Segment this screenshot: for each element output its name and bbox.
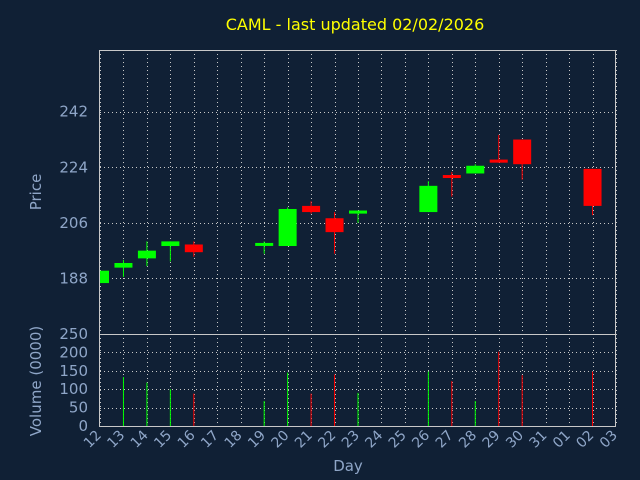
x-tick-label: 25 [386,428,410,452]
price-tick-label: 206 [59,214,88,232]
candle-body [255,242,274,246]
x-tick-label: 29 [480,428,504,452]
x-tick-label: 18 [222,428,246,452]
candle-body [583,168,602,206]
candle-body [161,241,180,247]
volume-tick-label: 0 [78,417,88,435]
x-tick-label: 03 [597,428,621,452]
x-tick-label: 02 [573,428,597,452]
candle-body [325,218,344,233]
candles [99,134,602,284]
x-tick-label: 27 [433,428,457,452]
price-tick-label: 188 [59,269,88,287]
x-tick-label: 13 [104,428,128,452]
x-tick-label: 26 [409,427,433,451]
candle-body [302,205,321,213]
candle-body [278,208,297,247]
x-tick-label: 20 [269,428,293,452]
x-tick-label: 30 [503,428,527,452]
x-tick-label: 17 [198,428,222,452]
x-tick-label: 14 [128,427,152,451]
candle-body [513,139,532,165]
x-axis-label: Day [333,457,363,475]
volume-panel-frame [99,334,616,427]
x-tick-label: 23 [339,428,363,452]
x-tick-label: 24 [362,427,386,451]
candle-body [184,244,203,253]
candle-body [349,210,367,214]
candle-body [466,165,485,174]
candle-body [419,185,438,213]
volume-tick-label: 50 [69,399,88,417]
x-tick-label: 15 [151,428,175,452]
x-tick-label: 28 [456,428,480,452]
x-tick-label: 31 [527,428,551,452]
candle-body [114,263,133,268]
volume-tick-label: 250 [59,325,88,343]
x-tick-label: 22 [315,428,339,452]
x-tick-label: 01 [550,428,574,452]
volume-bars [122,351,594,426]
volume-tick-label: 200 [59,343,88,361]
candle-body [442,175,461,179]
price-tick-label: 242 [59,103,88,121]
chart-title: CAML - last updated 02/02/2026 [226,15,485,34]
x-tick-labels: 12 13 14 15 16 17 18 19 20 21 22 23 24 25 26 27 28 29 30 31… [81,427,621,451]
price-axis-label: Price [27,174,45,211]
candle-body [137,250,156,259]
price-tick-label: 224 [59,158,88,176]
price-panel-frame [99,50,616,335]
price-tick-labels: 188 206 224 242 [59,103,88,288]
x-tick-label: 21 [292,428,316,452]
price-grid [100,50,617,334]
x-tick-label: 16 [175,427,199,451]
volume-axis-label: Volume (0000) [27,326,45,436]
volume-tick-label: 100 [59,380,88,398]
x-tick-label: 19 [245,428,269,452]
candle-body [100,270,109,284]
volume-tick-label: 150 [59,362,88,380]
candle-body [489,159,508,163]
